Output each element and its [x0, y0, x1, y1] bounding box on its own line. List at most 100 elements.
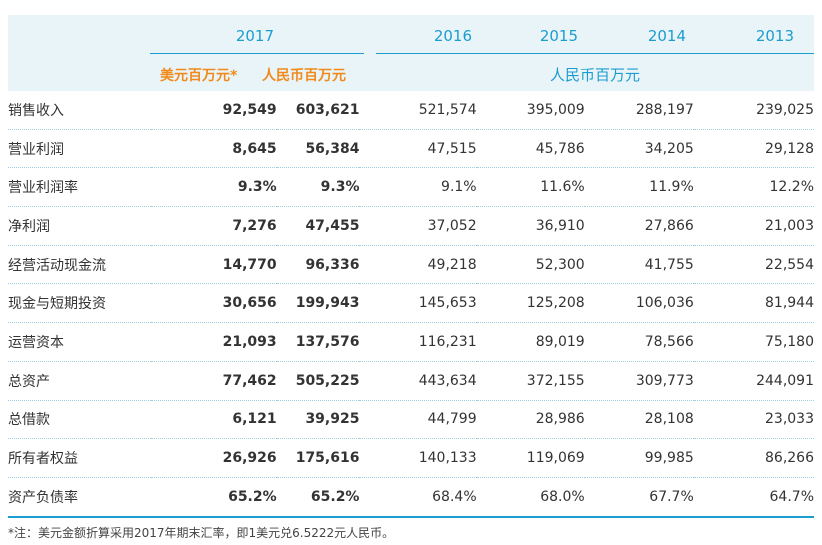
- cell-rmb-2015: 52,300: [476, 245, 585, 285]
- cell-rmb-2013: 21,003: [693, 206, 814, 246]
- row-label: 总资产: [8, 361, 152, 401]
- cell-rmb-2017: 39,925: [276, 400, 360, 440]
- cell-rmb-2016: 9.1%: [359, 167, 477, 208]
- unit-rmb-others-label: 人民币百万元: [549, 66, 640, 84]
- table-row: 净利润 7,276 47,455 37,052 36,910 27,866 21,003: [8, 206, 814, 246]
- cell-rmb-2013: 12.2%: [693, 167, 814, 208]
- cell-rmb-2017: 603,621: [276, 91, 360, 130]
- row-label: 运营资本: [8, 322, 152, 362]
- cell-usd-2017: 77,462: [151, 361, 277, 401]
- cell-rmb-2013: 22,554: [693, 245, 814, 285]
- cell-usd-2017: 26,926: [151, 438, 277, 478]
- year-2017-header: 2017: [235, 27, 274, 45]
- year-2014-header: 2014: [647, 27, 686, 45]
- cell-rmb-2014: 67.7%: [584, 477, 694, 518]
- unit-rmb-2017-label: 人民币百万元: [262, 68, 346, 84]
- cell-rmb-2013: 23,033: [693, 400, 814, 440]
- cell-rmb-2015: 372,155: [476, 361, 585, 401]
- cell-rmb-2014: 11.9%: [584, 167, 694, 208]
- cell-usd-2017: 8,645: [151, 129, 277, 169]
- header-divider-2017: [150, 53, 364, 54]
- cell-rmb-2014: 28,108: [584, 400, 694, 440]
- cell-rmb-2016: 140,133: [359, 438, 477, 478]
- year-2013-header: 2013: [755, 27, 794, 45]
- row-label: 现金与短期投资: [8, 283, 152, 324]
- cell-usd-2017: 21,093: [151, 322, 277, 362]
- cell-rmb-2015: 395,009: [476, 91, 585, 130]
- table-row: 营业利润 8,645 56,384 47,515 45,786 34,205 29,128: [8, 129, 814, 169]
- cell-rmb-2017: 199,943: [276, 283, 360, 324]
- cell-rmb-2016: 49,218: [359, 245, 477, 285]
- cell-rmb-2014: 27,866: [584, 206, 694, 246]
- header-divider-others: [376, 53, 814, 54]
- cell-rmb-2017: 505,225: [276, 361, 360, 401]
- cell-rmb-2015: 119,069: [476, 438, 585, 478]
- cell-rmb-2017: 96,336: [276, 245, 360, 285]
- cell-rmb-2015: 89,019: [476, 322, 585, 362]
- cell-rmb-2014: 41,755: [584, 245, 694, 285]
- cell-rmb-2014: 34,205: [584, 129, 694, 169]
- cell-rmb-2013: 29,128: [693, 129, 814, 169]
- table-row: 总资产 77,462 505,225 443,634 372,155 309,773 244…: [8, 361, 814, 401]
- row-label: 资产负债率: [8, 477, 152, 518]
- row-label: 销售收入: [8, 91, 152, 130]
- table-row: 现金与短期投资 30,656 199,943 145,653 125,208 106,03…: [8, 283, 814, 324]
- cell-rmb-2017: 137,576: [276, 322, 360, 362]
- row-label: 营业利润: [8, 129, 152, 169]
- cell-rmb-2017: 9.3%: [276, 167, 360, 208]
- cell-rmb-2014: 78,566: [584, 322, 694, 362]
- year-2016-header: 2016: [433, 27, 472, 45]
- table-row: 所有者权益 26,926 175,616 140,133 119,069 99,985 86…: [8, 438, 814, 478]
- cell-rmb-2015: 45,786: [476, 129, 585, 169]
- table-row: 营业利润率 9.3% 9.3% 9.1% 11.6% 11.9% 12.2%: [8, 167, 814, 208]
- row-label: 所有者权益: [8, 438, 152, 478]
- financial-summary-table: 销售收入 92,549 603,621 521,574 395,009 288,197 23…: [8, 91, 814, 518]
- cell-rmb-2014: 309,773: [584, 361, 694, 401]
- cell-rmb-2016: 116,231: [359, 322, 477, 362]
- cell-usd-2017: 14,770: [151, 245, 277, 285]
- cell-rmb-2016: 37,052: [359, 206, 477, 246]
- cell-rmb-2016: 47,515: [359, 129, 477, 169]
- cell-usd-2017: 7,276: [151, 206, 277, 246]
- table-row: 销售收入 92,549 603,621 521,574 395,009 288,197 23…: [8, 91, 814, 130]
- cell-usd-2017: 65.2%: [151, 477, 277, 518]
- cell-usd-2017: 92,549: [151, 91, 277, 130]
- row-label: 营业利润率: [8, 167, 152, 208]
- year-2015-header: 2015: [539, 27, 578, 45]
- cell-rmb-2017: 56,384: [276, 129, 360, 169]
- cell-rmb-2014: 106,036: [584, 283, 694, 324]
- cell-rmb-2015: 11.6%: [476, 167, 585, 208]
- cell-rmb-2016: 443,634: [359, 361, 477, 401]
- cell-rmb-2014: 99,985: [584, 438, 694, 478]
- cell-usd-2017: 9.3%: [151, 167, 277, 208]
- cell-rmb-2015: 125,208: [476, 283, 585, 324]
- cell-rmb-2015: 28,986: [476, 400, 585, 440]
- cell-rmb-2013: 81,944: [693, 283, 814, 324]
- cell-rmb-2013: 64.7%: [693, 477, 814, 518]
- cell-rmb-2014: 288,197: [584, 91, 694, 130]
- unit-usd-label: 美元百万元*: [160, 68, 238, 84]
- cell-rmb-2015: 36,910: [476, 206, 585, 246]
- cell-rmb-2017: 175,616: [276, 438, 360, 478]
- cell-rmb-2016: 521,574: [359, 91, 477, 130]
- cell-rmb-2013: 75,180: [693, 322, 814, 362]
- cell-rmb-2017: 65.2%: [276, 477, 360, 518]
- cell-rmb-2016: 68.4%: [359, 477, 477, 518]
- row-label: 经营活动现金流: [8, 245, 152, 285]
- cell-rmb-2013: 244,091: [693, 361, 814, 401]
- table-row: 资产负债率 65.2% 65.2% 68.4% 68.0% 67.7% 64.7%: [8, 477, 814, 518]
- row-label: 净利润: [8, 206, 152, 246]
- row-label: 总借款: [8, 400, 152, 440]
- footnote: *注：美元金额折算采用2017年期末汇率，即1美元兑6.5222元人民币。: [8, 526, 395, 540]
- cell-usd-2017: 6,121: [151, 400, 277, 440]
- cell-rmb-2013: 239,025: [693, 91, 814, 130]
- cell-rmb-2016: 145,653: [359, 283, 477, 324]
- cell-rmb-2017: 47,455: [276, 206, 360, 246]
- table-row: 运营资本 21,093 137,576 116,231 89,019 78,566 75,1…: [8, 322, 814, 362]
- table-row: 经营活动现金流 14,770 96,336 49,218 52,300 41,755 22,…: [8, 245, 814, 285]
- cell-rmb-2016: 44,799: [359, 400, 477, 440]
- cell-usd-2017: 30,656: [151, 283, 277, 324]
- cell-rmb-2015: 68.0%: [476, 477, 585, 518]
- cell-rmb-2013: 86,266: [693, 438, 814, 478]
- table-row: 总借款 6,121 39,925 44,799 28,986 28,108 23,033: [8, 400, 814, 440]
